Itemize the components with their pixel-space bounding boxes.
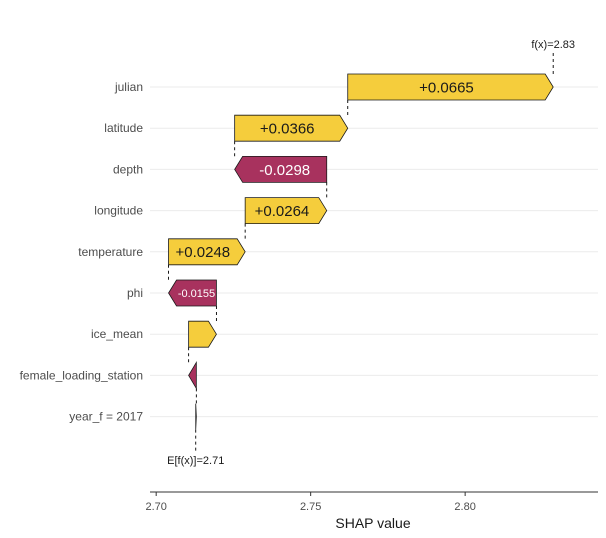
feature-label: latitude <box>104 121 143 135</box>
connector-layer <box>168 52 554 452</box>
final-value-label: f(x)=2.83 <box>531 39 575 51</box>
waterfall-bar <box>168 238 246 266</box>
feature-label: phi <box>127 286 143 300</box>
contribution-label: +0.0248 <box>176 244 231 261</box>
waterfall-bar <box>244 197 328 224</box>
x-axis: 2.70 2.75 2.80 <box>145 491 598 513</box>
feature-label: year_f = 2017 <box>69 410 143 424</box>
x-tick-label: 2.75 <box>300 501 321 513</box>
feature-label: ice_mean <box>91 327 143 341</box>
waterfall-bar <box>188 320 217 348</box>
contribution-label: +0.0366 <box>260 121 315 138</box>
waterfall-bar <box>234 156 328 183</box>
feature-label: depth <box>113 162 143 176</box>
waterfall-bar <box>188 360 197 390</box>
x-axis-title: SHAP value <box>335 515 410 531</box>
contribution-label: -0.0298 <box>259 162 310 179</box>
feature-label: julian <box>114 80 143 94</box>
feature-label: temperature <box>78 245 143 259</box>
contribution-label: +0.0665 <box>419 79 474 96</box>
bar-layer <box>168 73 554 430</box>
x-tick-label: 2.70 <box>145 501 166 513</box>
waterfall-bar <box>168 279 217 307</box>
contribution-label: +0.0264 <box>255 203 310 220</box>
feature-label: longitude <box>94 204 143 218</box>
waterfall-bar <box>234 114 349 142</box>
base-value-label: E[f(x)]=2.71 <box>167 455 224 467</box>
waterfall-bar <box>195 403 197 430</box>
waterfall-bar <box>347 73 554 101</box>
feature-label: female_loading_station <box>20 368 143 382</box>
contribution-label: -0.0155 <box>178 288 215 300</box>
label-layer: julian +0.0665 latitude +0.0366 depth -0.0298… <box>20 79 474 423</box>
x-tick-label: 2.80 <box>454 501 475 513</box>
